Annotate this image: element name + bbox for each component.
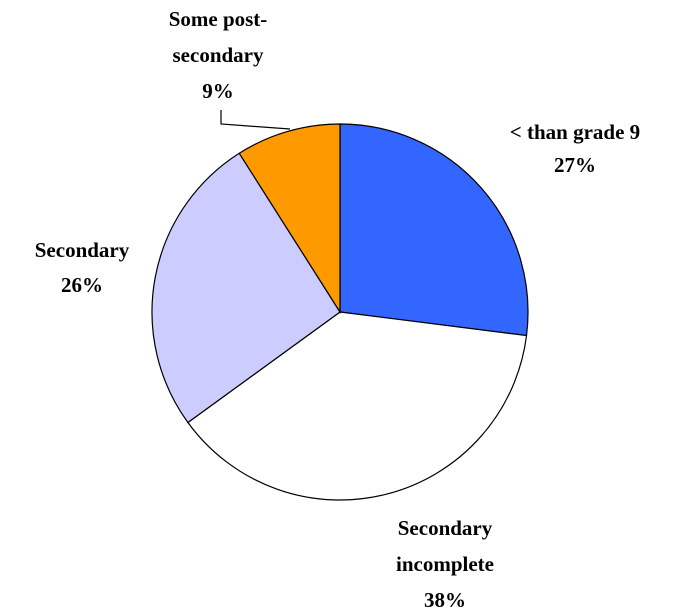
category-label: Some post-secondary <box>168 7 268 67</box>
slice-label: Some post-secondary 9% <box>150 1 286 109</box>
slice-label: < than grade 9 27% <box>490 116 660 182</box>
pie-slice <box>339 123 529 337</box>
category-label: Secondary incomplete <box>396 516 494 576</box>
category-label: < than grade 9 <box>509 120 641 144</box>
leader-line <box>220 110 291 130</box>
value-label: 26% <box>61 273 103 297</box>
value-label: 9% <box>202 79 234 103</box>
category-label: Secondary <box>34 238 130 262</box>
pie-slice <box>238 123 341 315</box>
pie-slice <box>187 311 528 501</box>
value-label: 27% <box>554 153 596 177</box>
slice-label: Secondary 26% <box>12 233 152 303</box>
pie-slice <box>151 152 341 424</box>
slice-label: Secondary incomplete 38% <box>370 510 520 612</box>
value-label: 38% <box>424 588 466 612</box>
